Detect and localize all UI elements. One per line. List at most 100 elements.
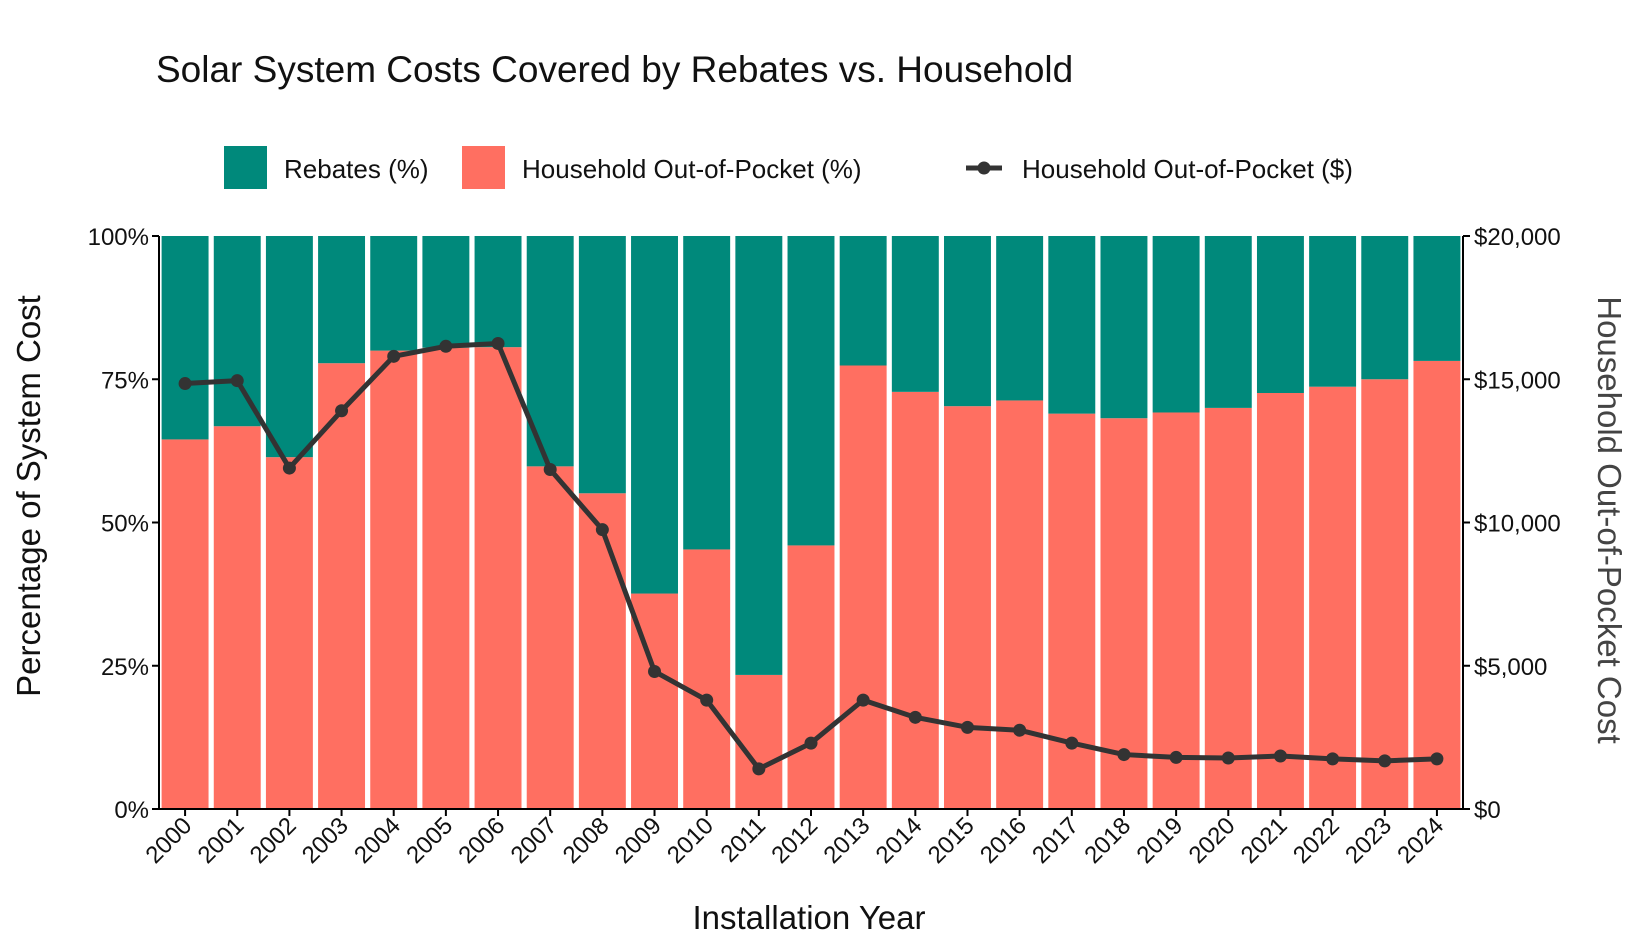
y2-tick-label: $15,000 xyxy=(1474,367,1561,394)
x-tick-label-2009: 2009 xyxy=(610,812,667,869)
x-tick-label-2019: 2019 xyxy=(1132,812,1189,869)
legend: Rebates (%) Household Out-of-Pocket (%) … xyxy=(224,146,1353,189)
x-tick-label-2024: 2024 xyxy=(1392,812,1449,869)
bar-household-2004 xyxy=(370,350,418,809)
point-household-dollars-2009 xyxy=(648,664,662,678)
bar-household-2020 xyxy=(1204,407,1252,809)
x-tick-label-2015: 2015 xyxy=(923,812,980,869)
bar-household-2012 xyxy=(787,545,835,809)
bar-rebates-2022 xyxy=(1309,236,1357,387)
x-tick-label-2014: 2014 xyxy=(871,812,928,869)
bar-rebates-2000 xyxy=(161,236,209,440)
bar-household-2017 xyxy=(1048,413,1096,809)
x-tick-label-2020: 2020 xyxy=(1184,812,1241,869)
chart-title: Solar System Costs Covered by Rebates vs… xyxy=(156,49,1073,90)
point-household-dollars-2003 xyxy=(335,404,349,418)
bar-household-2010 xyxy=(683,549,731,809)
legend-label-household-dollars: Household Out-of-Pocket ($) xyxy=(1022,154,1353,184)
legend-label-rebates: Rebates (%) xyxy=(284,154,429,184)
line-group xyxy=(178,336,1444,776)
x-tick-label-2012: 2012 xyxy=(766,812,823,869)
bar-household-2019 xyxy=(1152,412,1200,809)
legend-swatch-rebates xyxy=(224,146,267,189)
bar-household-2022 xyxy=(1309,386,1357,809)
x-tick-label-2005: 2005 xyxy=(401,812,458,869)
point-household-dollars-2008 xyxy=(595,523,609,537)
x-tick-label-2001: 2001 xyxy=(193,812,250,869)
point-household-dollars-2022 xyxy=(1326,752,1340,766)
x-tick-label-2008: 2008 xyxy=(558,812,615,869)
bar-rebates-2024 xyxy=(1413,236,1461,361)
x-tick-label-2002: 2002 xyxy=(245,812,302,869)
x-tick-label-2007: 2007 xyxy=(506,812,563,869)
bar-household-2016 xyxy=(996,400,1044,809)
x-axis-title: Installation Year xyxy=(692,899,925,936)
point-household-dollars-2006 xyxy=(491,336,505,350)
bar-rebates-2005 xyxy=(422,236,470,348)
point-household-dollars-2020 xyxy=(1221,751,1235,765)
bar-rebates-2019 xyxy=(1152,236,1200,413)
bar-household-2002 xyxy=(265,457,313,809)
point-household-dollars-2001 xyxy=(230,374,244,388)
x-tick-label-2004: 2004 xyxy=(349,812,406,869)
x-tick-label-2010: 2010 xyxy=(662,812,719,869)
y-tick-label: 25% xyxy=(101,654,149,681)
point-household-dollars-2012 xyxy=(804,736,818,750)
point-household-dollars-2024 xyxy=(1430,752,1444,766)
bar-household-2018 xyxy=(1100,418,1148,809)
point-household-dollars-2023 xyxy=(1378,754,1392,768)
bar-rebates-2020 xyxy=(1204,236,1252,408)
x-tick-label-2016: 2016 xyxy=(975,812,1032,869)
point-household-dollars-2015 xyxy=(960,720,974,734)
bar-rebates-2021 xyxy=(1256,236,1304,394)
x-tick-label-2011: 2011 xyxy=(715,812,771,868)
bar-household-2001 xyxy=(213,426,261,809)
point-household-dollars-2000 xyxy=(178,377,192,391)
bar-rebates-2018 xyxy=(1100,236,1148,419)
y-tick-label: 75% xyxy=(101,367,149,394)
y-tick-label: 50% xyxy=(101,511,149,538)
point-household-dollars-2010 xyxy=(700,693,714,707)
bar-household-2007 xyxy=(526,466,574,809)
bar-rebates-2004 xyxy=(370,236,418,351)
y-axis-title: Percentage of System Cost xyxy=(10,295,47,697)
x-tick-label-2003: 2003 xyxy=(297,812,354,869)
legend-swatch-household-pct xyxy=(462,146,505,189)
bar-household-2021 xyxy=(1256,393,1304,809)
bar-rebates-2016 xyxy=(996,236,1044,401)
x-tick-label-2021: 2021 xyxy=(1236,812,1293,869)
legend-label-household-pct: Household Out-of-Pocket (%) xyxy=(522,154,862,184)
y2-tick-label: $10,000 xyxy=(1474,511,1561,538)
point-household-dollars-2016 xyxy=(1013,723,1027,737)
bar-rebates-2012 xyxy=(787,236,835,546)
bar-household-2024 xyxy=(1413,360,1461,809)
point-household-dollars-2017 xyxy=(1065,736,1079,750)
bar-household-2005 xyxy=(422,347,470,809)
bar-household-2023 xyxy=(1361,379,1409,809)
y2-tick-label: $20,000 xyxy=(1474,224,1561,251)
point-household-dollars-2002 xyxy=(282,461,296,475)
y2-tick-label: $0 xyxy=(1474,797,1501,824)
bar-rebates-2015 xyxy=(944,236,991,407)
x-tick-label-2013: 2013 xyxy=(819,812,876,869)
bar-household-2015 xyxy=(944,406,991,809)
bar-rebates-2013 xyxy=(839,236,887,366)
bar-household-2008 xyxy=(578,493,626,809)
point-household-dollars-2018 xyxy=(1117,748,1131,762)
bar-rebates-2014 xyxy=(891,236,939,392)
bar-household-2000 xyxy=(161,439,209,809)
point-household-dollars-2021 xyxy=(1273,749,1287,763)
bar-rebates-2006 xyxy=(474,236,522,348)
bars-group xyxy=(161,236,1461,809)
x-tick-label-2000: 2000 xyxy=(140,812,197,869)
legend-swatch-household-dollars-point xyxy=(977,161,991,175)
x-tick-label-2017: 2017 xyxy=(1027,812,1084,869)
y2-axis-title: Household Out-of-Pocket Cost xyxy=(1591,296,1628,744)
bar-household-2003 xyxy=(318,363,366,809)
x-tick-label-2018: 2018 xyxy=(1079,812,1136,869)
y2-tick-label: $5,000 xyxy=(1474,654,1547,681)
bar-household-2011 xyxy=(735,674,783,809)
point-household-dollars-2013 xyxy=(856,693,870,707)
y-tick-label: 100% xyxy=(88,224,149,251)
